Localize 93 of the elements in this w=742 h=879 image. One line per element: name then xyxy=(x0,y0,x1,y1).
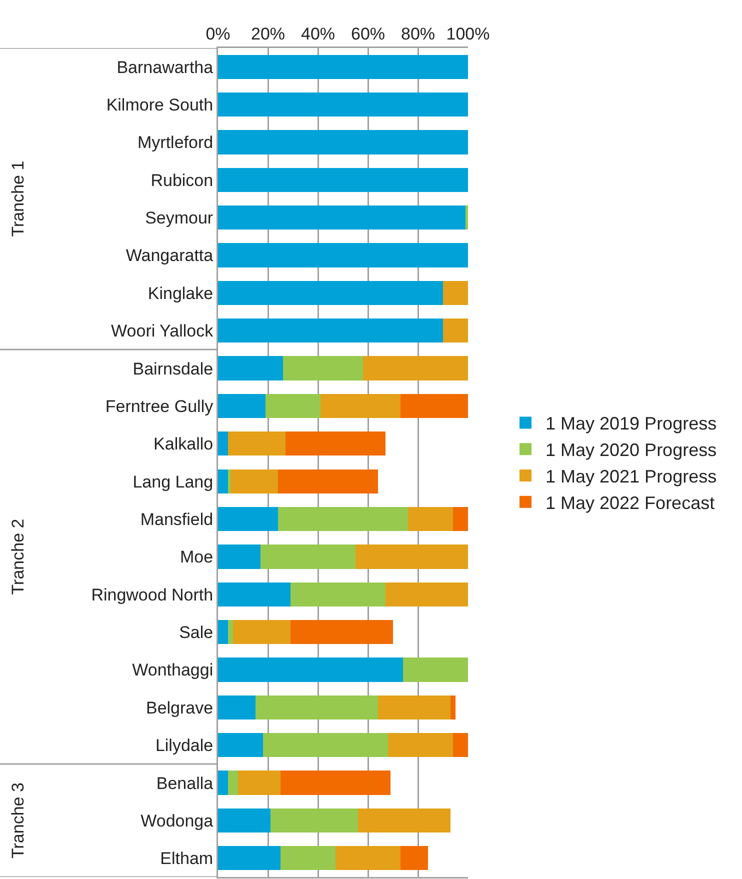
bar xyxy=(218,356,283,380)
bar xyxy=(400,846,428,870)
legend-label: 1 May 2020 Progress xyxy=(546,440,717,460)
legend-label: 1 May 2019 Progress xyxy=(546,414,717,434)
bar xyxy=(230,469,278,494)
bar xyxy=(218,243,468,268)
y-tick-label: Belgrave xyxy=(146,698,214,718)
y-tick-label: Kalkallo xyxy=(154,434,214,454)
bar xyxy=(218,733,263,758)
bar xyxy=(218,318,443,343)
bar xyxy=(218,280,443,305)
bar xyxy=(270,808,358,833)
bar xyxy=(283,356,363,380)
x-tick-label: 40% xyxy=(300,24,336,44)
y-tick-label: Sale xyxy=(179,623,214,642)
bar xyxy=(228,620,233,644)
y-tick-label: Kinglake xyxy=(148,284,214,303)
x-tick-label: 20% xyxy=(250,24,286,44)
bar xyxy=(356,544,468,569)
bar xyxy=(453,733,468,758)
bar xyxy=(260,544,356,569)
y-tick-label: Moe xyxy=(180,548,214,567)
bar xyxy=(218,846,280,870)
y-tick-label: Ferntree Gully xyxy=(105,396,214,416)
bar xyxy=(403,658,468,682)
bar xyxy=(218,394,266,418)
bar xyxy=(280,770,390,795)
bar xyxy=(363,356,468,380)
y-tick-label: Woori Yallock xyxy=(111,322,214,341)
y-tick-label: Lilydale xyxy=(155,736,214,756)
y-tick-label: Ringwood North xyxy=(91,585,214,604)
bar xyxy=(218,168,468,192)
bar xyxy=(256,695,378,720)
y-tick-label: Benalla xyxy=(156,774,214,793)
x-tick-label: 60% xyxy=(350,24,386,44)
bar xyxy=(388,733,453,758)
bar xyxy=(238,770,280,795)
y-tick-label: Eltham xyxy=(160,849,214,868)
y-tick-label: Seymour xyxy=(145,208,214,228)
y-tick-label: Wodonga xyxy=(140,811,214,830)
bar xyxy=(218,206,466,230)
y-tick-label: Mansfield xyxy=(140,510,214,529)
text: Tranche 2 xyxy=(8,518,28,595)
bar xyxy=(400,394,468,418)
x-tick-label: 100% xyxy=(446,24,490,44)
y-tick-label: Rubicon xyxy=(150,170,214,190)
bar xyxy=(286,432,386,456)
bar xyxy=(443,280,468,305)
bar xyxy=(218,506,278,532)
bar xyxy=(378,695,450,720)
bar xyxy=(320,394,400,418)
x-tick-label: 0% xyxy=(206,24,230,44)
bar xyxy=(408,506,453,532)
bar xyxy=(266,394,320,418)
bar xyxy=(218,92,468,117)
bar xyxy=(218,770,228,795)
bar xyxy=(218,695,256,720)
y-tick-label: Bairnsdale xyxy=(132,359,214,378)
bar xyxy=(443,318,468,343)
bar xyxy=(218,469,228,494)
bar xyxy=(263,733,388,758)
bar xyxy=(290,582,386,606)
x-tick-label: 80% xyxy=(400,24,436,44)
bar xyxy=(218,582,290,606)
bar xyxy=(218,808,270,833)
bar xyxy=(280,846,336,870)
bar xyxy=(278,469,378,494)
y-tick-label: Lang Lang xyxy=(132,472,214,492)
bar xyxy=(218,544,260,569)
bar xyxy=(450,695,456,720)
text: Tranche 1 xyxy=(8,160,28,237)
y-tick-label: Wangaratta xyxy=(126,246,214,266)
y-tick-label: Barnawartha xyxy=(116,58,214,77)
bar xyxy=(228,432,286,456)
bar xyxy=(218,432,228,456)
legend-label: 1 May 2021 Progress xyxy=(546,466,717,487)
bar xyxy=(218,130,468,154)
bar xyxy=(336,846,400,870)
y-tick-label: Myrtleford xyxy=(138,133,214,152)
y-tick-label: Wonthaggi xyxy=(132,660,214,680)
bar xyxy=(386,582,468,606)
bar xyxy=(278,506,408,532)
legend-label: 1 May 2022 Forecast xyxy=(546,492,715,513)
bar xyxy=(228,770,238,795)
bar xyxy=(233,620,290,644)
y-tick-label: Kilmore South xyxy=(106,95,214,114)
bar xyxy=(218,658,403,682)
bar xyxy=(218,620,228,644)
bar xyxy=(453,506,468,532)
bar xyxy=(290,620,393,644)
bar xyxy=(358,808,450,833)
text: Tranche 3 xyxy=(8,782,28,858)
bar xyxy=(218,54,468,79)
